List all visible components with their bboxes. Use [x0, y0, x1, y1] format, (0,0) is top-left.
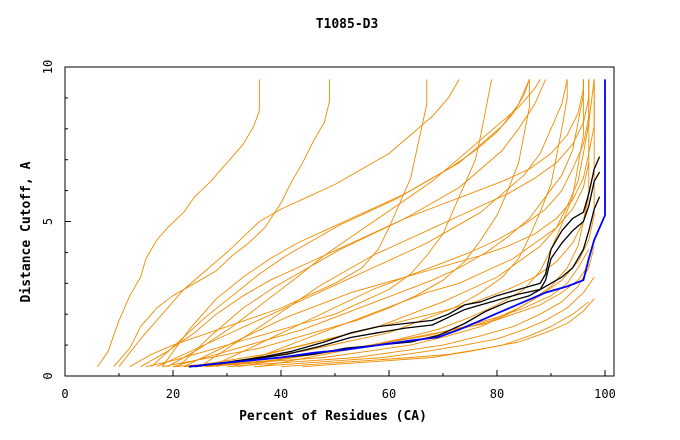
axis-ticks: 0 20 40 60 80 100 0 5 10: [41, 60, 616, 401]
y-tick-label: 0: [41, 372, 55, 379]
plot-curves: [97, 79, 606, 368]
orange-curve-0: [97, 79, 260, 367]
orange-curve-15: [253, 276, 595, 368]
orange-curve-5: [172, 79, 568, 368]
orange-curve-21: [167, 79, 541, 368]
orange-curve-9: [140, 79, 547, 368]
orange-curve-23: [232, 162, 590, 368]
orange-curve-1: [113, 79, 331, 367]
chart-title: T1085-D3: [316, 17, 379, 32]
y-axis-label: Distance Cutoff, A: [19, 161, 34, 302]
x-tick-label: 20: [166, 387, 180, 401]
y-tick-label: 5: [41, 218, 55, 225]
x-tick-label: 100: [594, 387, 616, 401]
orange-curve-20: [178, 79, 584, 368]
orange-curve-26: [259, 264, 590, 368]
y-tick-label: 10: [41, 60, 55, 74]
black-curve-2: [189, 171, 601, 368]
orange-curve-28: [161, 79, 530, 367]
orange-curve-2: [129, 79, 428, 368]
x-tick-label: 80: [490, 387, 504, 401]
orange-curve-17: [216, 196, 590, 368]
x-tick-label: 40: [274, 387, 288, 401]
orange-curve-14: [226, 246, 595, 368]
orange-curve-27: [302, 301, 590, 368]
x-tick-label: 60: [382, 387, 396, 401]
blue-curve: [189, 79, 606, 368]
orange-curve-22: [210, 79, 590, 368]
black-curve-1: [194, 156, 601, 368]
orange-curve-19: [199, 79, 590, 368]
orange-curve-10: [156, 79, 568, 368]
plot-frame: [64, 66, 615, 377]
orange-curve-11: [172, 79, 584, 368]
orange-curve-25: [183, 79, 595, 368]
orange-curve-3: [145, 79, 493, 368]
x-tick-label: 0: [61, 387, 68, 401]
orange-curve-8: [118, 79, 460, 367]
x-axis-label: Percent of Residues (CA): [239, 409, 427, 424]
orange-curve-4: [162, 79, 530, 368]
